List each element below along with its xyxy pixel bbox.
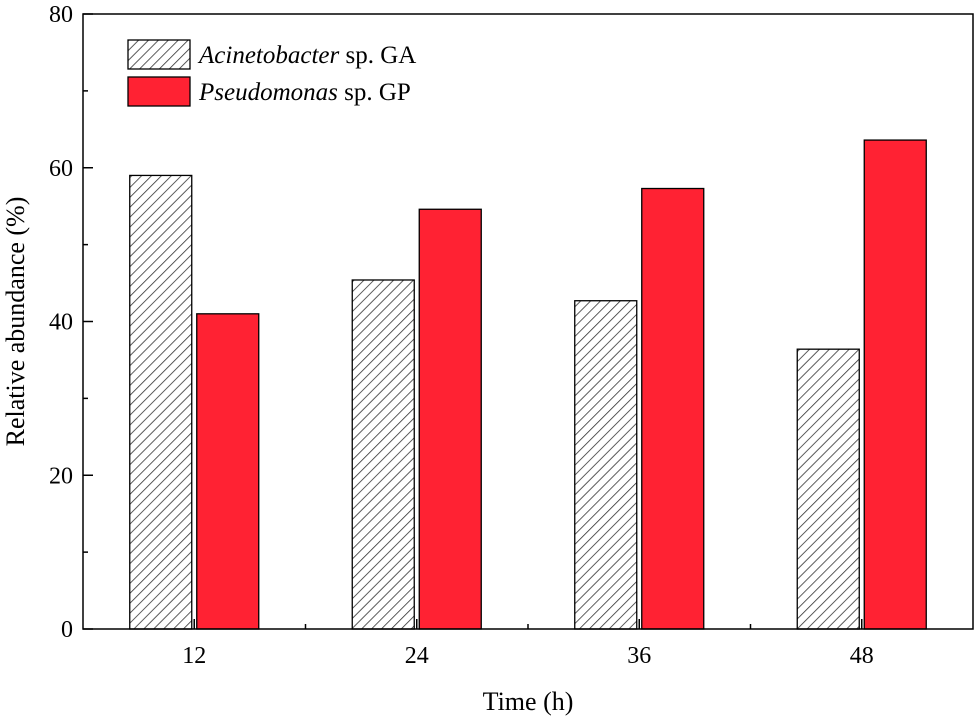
bar-pseudomonas-48 xyxy=(863,139,927,630)
bar-pseudomonas-24 xyxy=(418,208,482,630)
bar-pseudomonas-36 xyxy=(641,187,705,630)
y-tick-label: 40 xyxy=(49,310,73,336)
y-axis: 0 20 40 60 80 xyxy=(49,2,93,643)
y-tick-label: 60 xyxy=(49,156,73,182)
legend-label-acinetobacter: Acinetobacter sp. GA xyxy=(197,42,416,69)
legend-swatch-acinetobacter xyxy=(127,39,191,70)
legend-swatch-pseudomonas xyxy=(127,76,191,107)
legend: Acinetobacter sp. GA Pseudomonas sp. GP xyxy=(127,39,416,107)
y-tick-label: 0 xyxy=(61,617,73,643)
y-tick-label: 20 xyxy=(49,463,73,489)
y-axis-label: Relative abundance (%) xyxy=(1,197,30,447)
x-tick-label: 48 xyxy=(850,643,874,669)
bar-acinetobacter-48 xyxy=(796,348,860,630)
y-tick-label: 80 xyxy=(49,2,73,28)
x-tick-label: 36 xyxy=(627,643,651,669)
bar-acinetobacter-36 xyxy=(574,300,638,630)
x-tick-label: 12 xyxy=(182,643,206,669)
bar-acinetobacter-24 xyxy=(351,279,415,630)
bars-group xyxy=(129,139,927,630)
x-axis-label: Time (h) xyxy=(483,687,574,716)
bar-pseudomonas-12 xyxy=(196,313,260,630)
legend-label-pseudomonas: Pseudomonas sp. GP xyxy=(198,79,411,106)
x-axis: 12 24 36 48 xyxy=(182,619,874,669)
x-tick-label: 24 xyxy=(405,643,429,669)
bar-acinetobacter-12 xyxy=(129,174,193,630)
